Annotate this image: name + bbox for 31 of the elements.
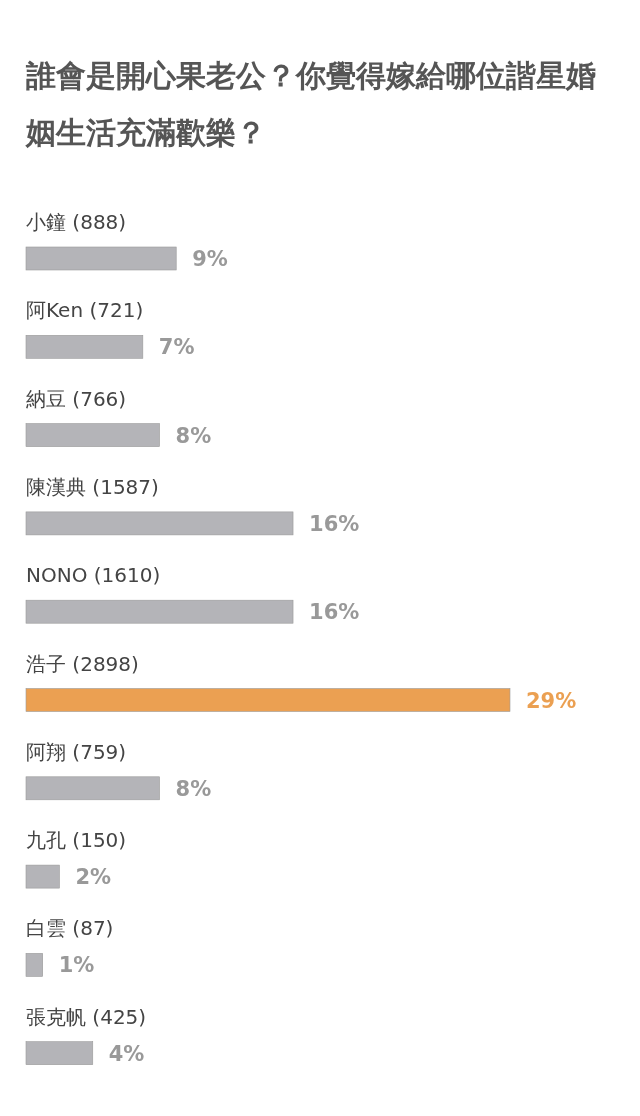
bar <box>25 864 60 889</box>
data-label: 1% <box>58 953 95 978</box>
y-tick-label: 小鐘 (888) <box>26 210 127 234</box>
data-label: 8% <box>175 423 212 448</box>
bar <box>25 423 160 447</box>
data-label: 16% <box>309 511 360 536</box>
y-tick-label: 陳漢典 (1587) <box>26 474 159 499</box>
bar <box>25 599 294 624</box>
data-label: 7% <box>158 335 195 360</box>
data-label: 29% <box>526 688 577 713</box>
bar <box>25 511 294 536</box>
bar <box>25 688 511 712</box>
data-label: 16% <box>309 600 360 625</box>
title: 誰會是開心果老公？你覺得嫁給哪位諧星婚姻生活充滿歡樂？ <box>26 58 596 150</box>
bar <box>25 1041 94 1065</box>
y-tick-label: 阿Ken (721) <box>26 298 144 323</box>
data-label: 2% <box>75 865 112 890</box>
y-tick-label: 張克帆 (425) <box>26 1004 147 1029</box>
y-tick-label: 阿翔 (759) <box>26 739 127 764</box>
data-label: 8% <box>175 776 212 801</box>
bar <box>25 335 144 359</box>
y-tick-label: 浩子 (2898) <box>26 651 139 676</box>
data-label: 9% <box>192 247 228 271</box>
y-tick-label: 白雲 (87) <box>26 916 114 941</box>
y-tick-label: NONO (1610) <box>26 563 161 588</box>
bar <box>25 953 43 977</box>
bar <box>25 776 160 801</box>
y-tick-label: 納豆 (766) <box>26 386 127 411</box>
data-label: 4% <box>108 1041 145 1066</box>
y-tick-label: 九孔 (150) <box>26 828 127 853</box>
bar <box>25 246 177 271</box>
